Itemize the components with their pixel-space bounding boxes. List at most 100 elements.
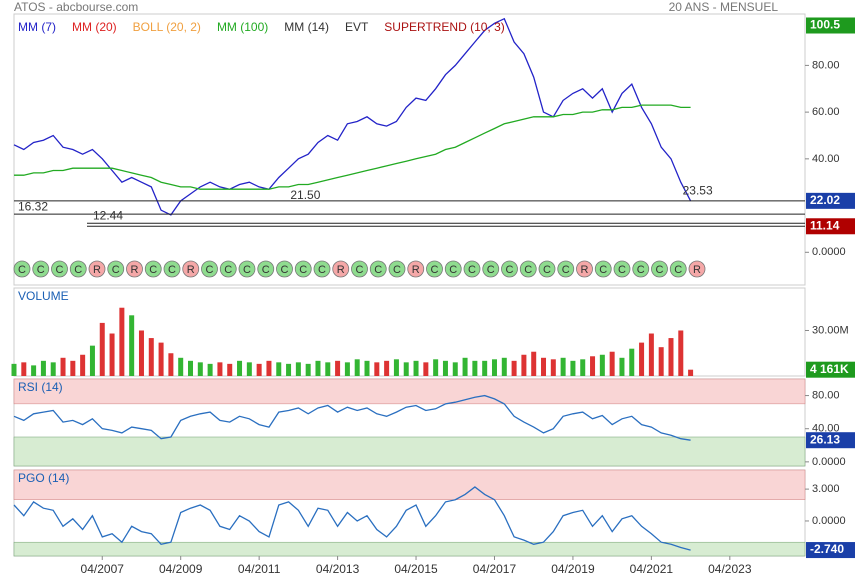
price-line <box>14 104 691 190</box>
signal-icon <box>576 260 593 278</box>
volume-bar <box>50 362 56 376</box>
signal-letter: C <box>431 264 439 276</box>
signal-letter: C <box>356 264 364 276</box>
volume-bar <box>629 348 635 376</box>
volume-bar <box>60 357 66 376</box>
y-tick-label: 0.0000 <box>812 246 846 258</box>
signal-icon <box>557 260 575 278</box>
legend-entry: SUPERTREND (10, 3) <box>384 20 504 34</box>
level-label: 12.44 <box>93 208 123 222</box>
signal-icon <box>32 260 50 278</box>
volume-bar <box>119 307 125 376</box>
signal-icon <box>144 260 162 278</box>
signal-letter: C <box>562 264 570 276</box>
volume-bar <box>658 347 664 376</box>
volume-bar <box>491 359 497 376</box>
signal-icon <box>407 260 425 278</box>
volume-bar <box>609 351 615 376</box>
x-tick-label: 04/2011 <box>238 562 281 576</box>
volume-bar <box>531 351 537 376</box>
signal-icon <box>501 260 518 278</box>
signal-icon <box>538 260 556 278</box>
signal-letter: C <box>393 264 401 276</box>
signal-letter: C <box>449 264 457 276</box>
volume-bar <box>482 360 488 376</box>
signal-letter: C <box>524 264 532 276</box>
x-tick-label: 04/2015 <box>394 562 438 576</box>
y-tick-label: 80.00 <box>812 389 840 401</box>
signal-letter: C <box>262 264 270 276</box>
signal-letter: R <box>131 264 139 276</box>
volume-bar <box>31 365 37 376</box>
volume-bar <box>266 360 272 376</box>
volume-bar <box>511 360 517 376</box>
signal-letter: C <box>206 264 214 276</box>
signal-letter: C <box>299 264 307 276</box>
panel-title: PGO (14) <box>18 471 69 485</box>
legend-entry: MM (7) <box>18 20 56 34</box>
y-tick-label: 30.00M <box>812 324 849 336</box>
signal-icon <box>632 260 650 278</box>
volume-bar <box>639 342 645 376</box>
x-tick-label: 04/2023 <box>708 562 752 576</box>
volume-bar <box>70 360 76 376</box>
volume-bar <box>678 330 684 376</box>
volume-bar <box>688 369 694 376</box>
signal-icon <box>51 260 68 278</box>
volume-bar <box>354 359 360 376</box>
x-tick-label: 04/2021 <box>630 562 674 576</box>
volume-bar <box>374 362 380 376</box>
y-tick-label: 0.0000 <box>812 456 846 468</box>
volume-bar <box>237 360 243 376</box>
x-tick-label: 04/2009 <box>159 562 203 576</box>
signal-letter: C <box>468 264 476 276</box>
y-tick-label: 3.000 <box>812 483 840 495</box>
signal-icon <box>369 260 387 278</box>
signal-letter: R <box>693 264 701 276</box>
volume-bar <box>423 362 429 376</box>
volume-bar <box>599 354 605 376</box>
volume-bar <box>276 362 282 376</box>
volume-bar <box>168 353 174 376</box>
volume-bar <box>11 363 17 376</box>
volume-bar <box>217 362 223 376</box>
volume-bar <box>619 357 625 376</box>
signal-letter: R <box>581 264 589 276</box>
max-value-box <box>806 17 855 34</box>
signal-icon <box>219 260 237 278</box>
legend-entry: EVT <box>345 20 369 34</box>
signal-letter: R <box>412 264 420 276</box>
volume-bar <box>80 354 86 376</box>
signal-icon <box>388 260 406 278</box>
volume-bar <box>452 362 458 376</box>
signal-letter: C <box>618 264 626 276</box>
signal-icon <box>69 260 87 278</box>
volume-bar <box>178 357 184 376</box>
y-tick-label: 0.0000 <box>812 515 846 527</box>
volume-bar <box>384 360 390 376</box>
signal-letter: C <box>224 264 232 276</box>
volume-bar <box>580 359 586 376</box>
oversold-zone <box>13 436 806 467</box>
signal-letter: R <box>337 264 345 276</box>
level-label: 16.32 <box>18 199 48 213</box>
signal-icon <box>13 260 31 278</box>
volume-bar <box>286 363 292 376</box>
signal-icon <box>463 260 481 278</box>
volume-bar <box>472 360 478 376</box>
signal-icon <box>519 260 537 278</box>
volume-bar <box>648 333 654 376</box>
current-value-box <box>806 432 855 449</box>
chart-subtitle: 20 ANS - MENSUEL <box>669 0 779 14</box>
volume-bar <box>570 360 576 376</box>
legend-entry: MM (100) <box>217 20 268 34</box>
signal-icon <box>426 260 443 278</box>
signal-icon <box>688 260 706 278</box>
signal-letter: C <box>374 264 382 276</box>
x-tick-label: 04/2013 <box>316 562 360 576</box>
volume-bar <box>393 359 399 376</box>
signal-letter: C <box>243 264 251 276</box>
y-tick-label: 40.00 <box>812 153 840 165</box>
current-value-label: 4 161K <box>810 362 849 376</box>
